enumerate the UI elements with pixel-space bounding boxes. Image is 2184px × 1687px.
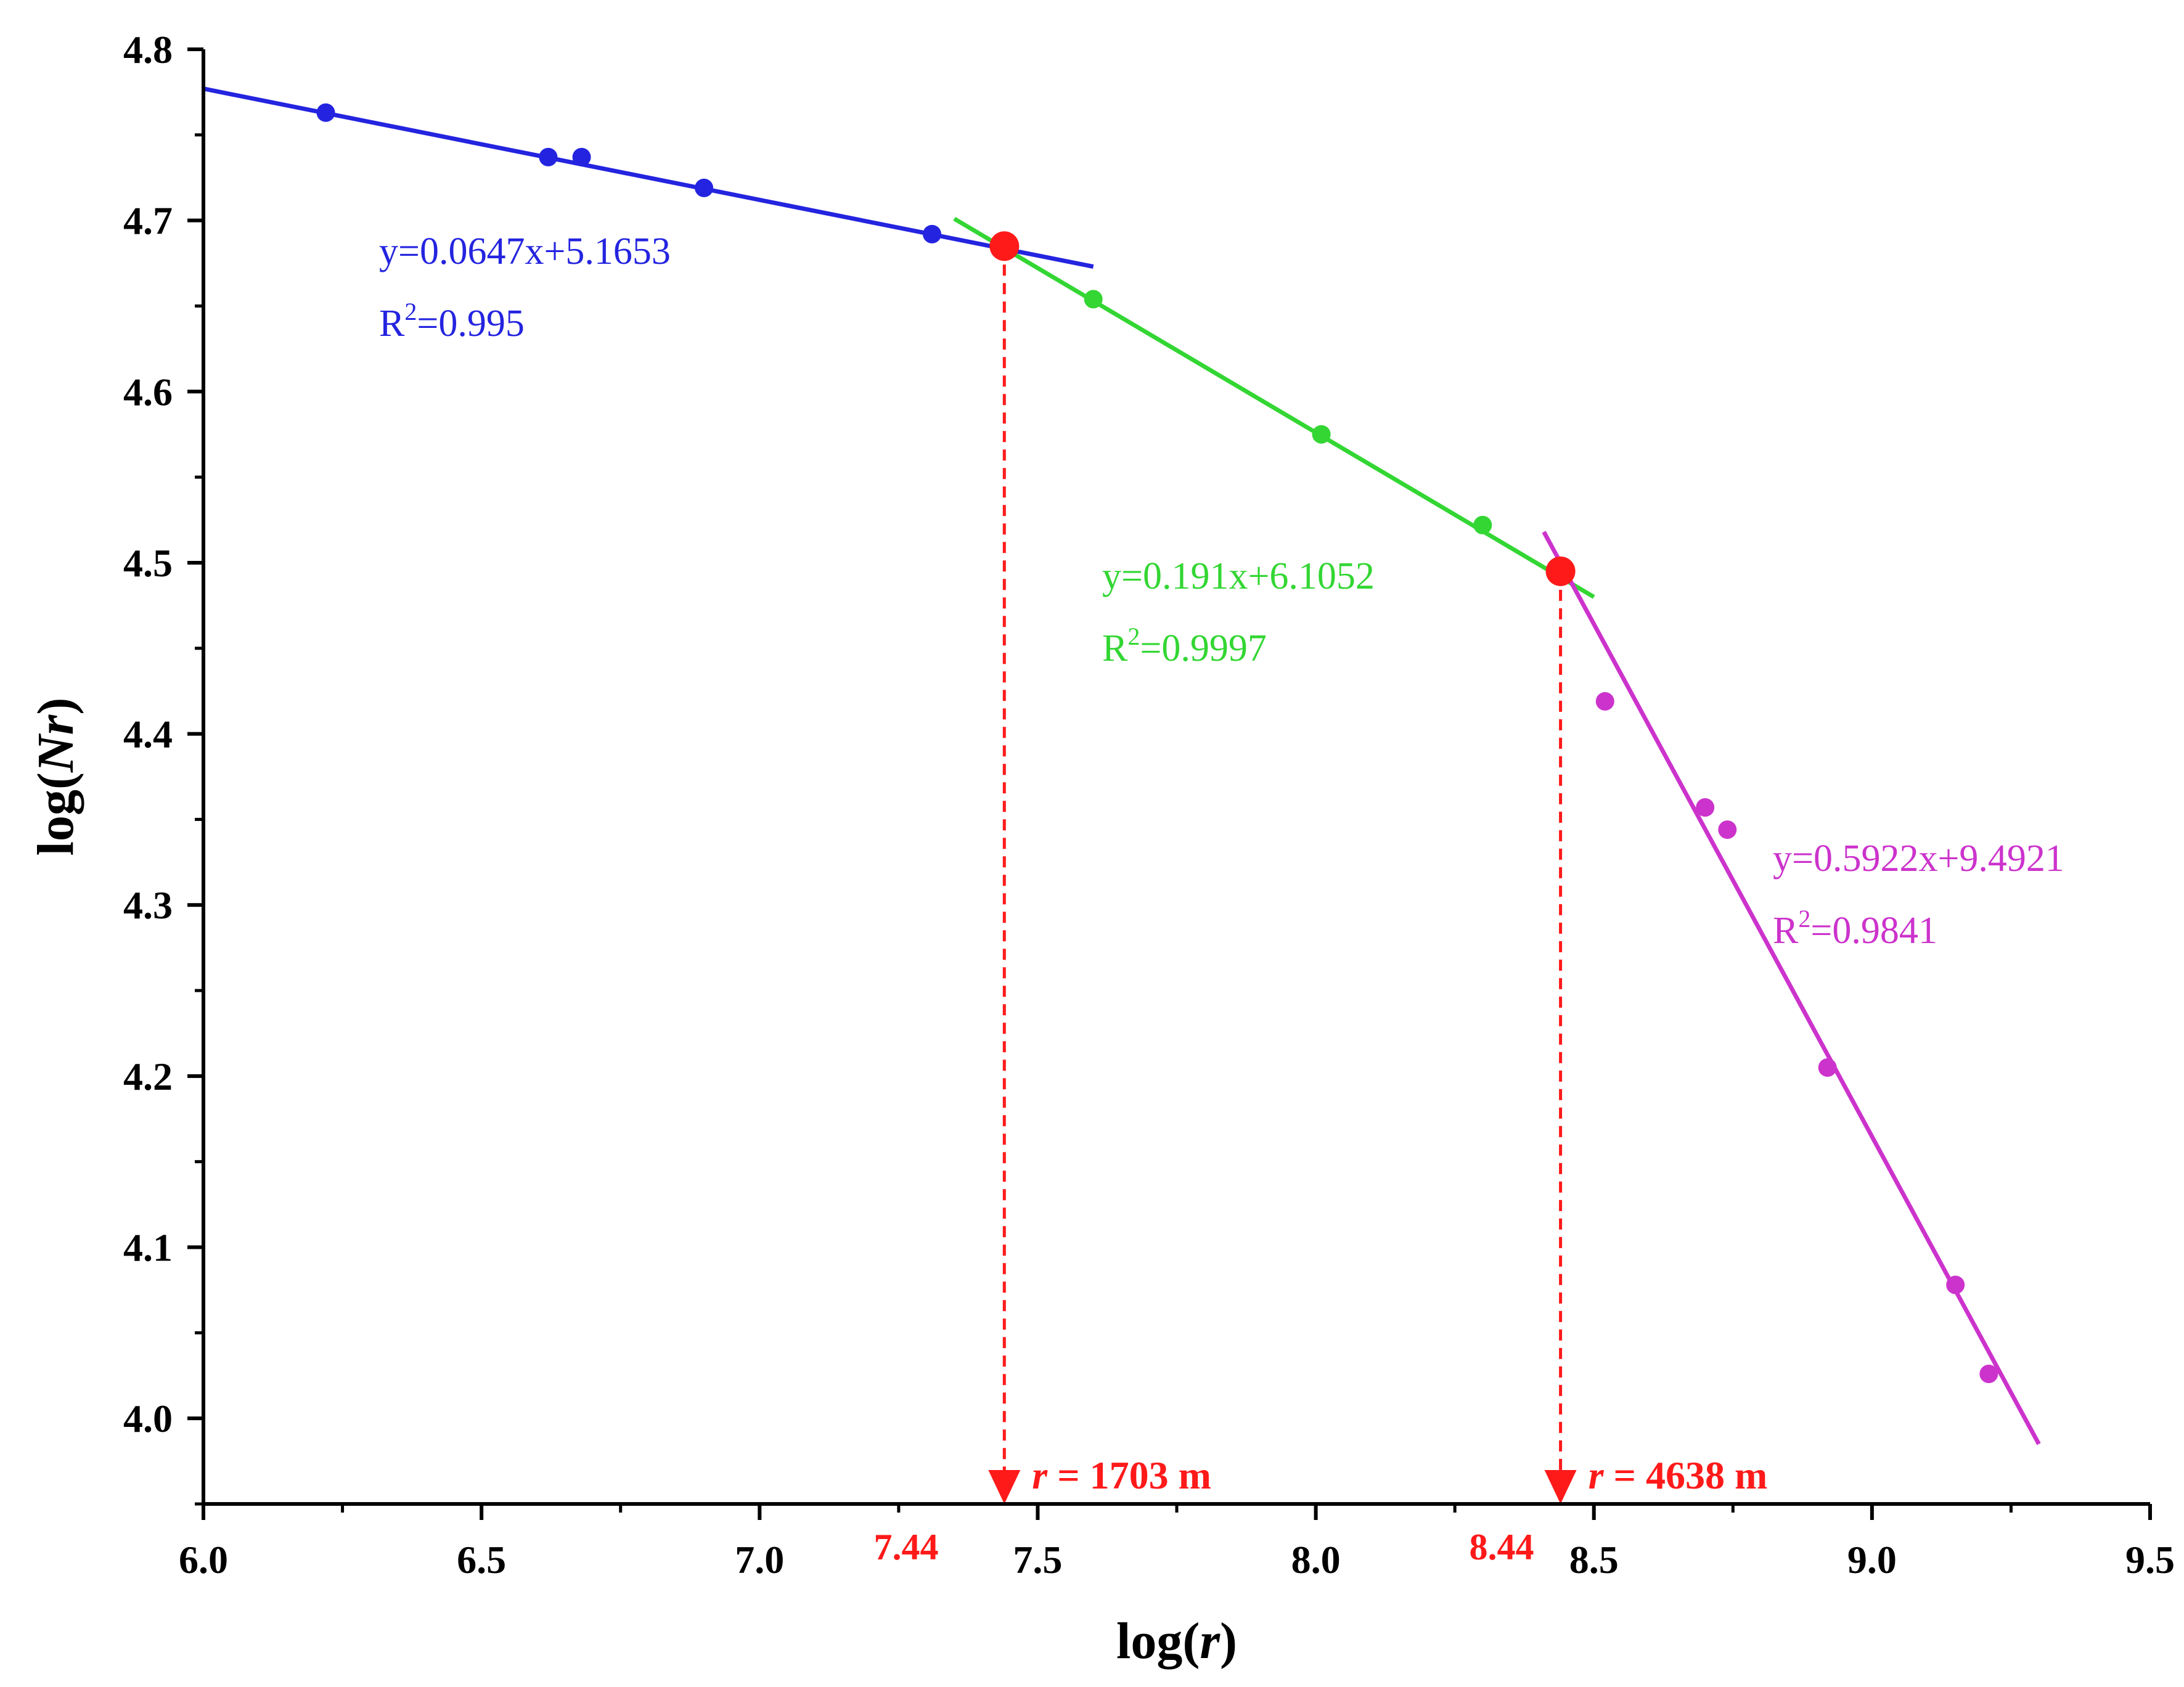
ticks [187, 47, 2152, 1520]
segment-3-equation: y=0.5922x+9.4921 [1773, 838, 2064, 880]
breakpoint-radius-label: r = 4638 m [1589, 1453, 1768, 1497]
x-tick-label: 8.5 [1569, 1538, 1619, 1582]
segment-2-r-squared: R2=0.9997 [1102, 623, 1267, 669]
y-tick-label: 4.8 [123, 28, 173, 71]
breakpoint-arrow [1544, 1470, 1577, 1504]
segment-3-point [1946, 1275, 1965, 1294]
segment-2-point [1084, 290, 1103, 309]
segment-3-point [1696, 798, 1715, 817]
fit-lines [203, 86, 2041, 1445]
x-tick-label: 6.5 [457, 1538, 506, 1582]
y-tick-label: 4.0 [123, 1397, 173, 1440]
segment-1-point [572, 147, 591, 166]
x-axis-title: log(r) [1116, 1612, 1237, 1670]
y-tick-label: 4.7 [123, 199, 173, 243]
breakpoint-arrow [988, 1470, 1021, 1504]
segment-2-equation: y=0.191x+6.1052 [1102, 555, 1375, 597]
data-points [316, 103, 1998, 1383]
y-tick-label: 4.2 [123, 1055, 173, 1098]
x-tick-label: 9.0 [1847, 1538, 1897, 1582]
breakpoint-marker [989, 231, 1020, 261]
labels: 6.0 6.5 7.0 7.5 8.0 8.5 9.0 9.5 4.0 4.1 4.2 4.3 4.4 4… [123, 28, 2175, 1582]
y-tick-label: 4.3 [123, 883, 173, 927]
segment-1-fit-line [203, 86, 1094, 269]
x-tick-label: 8.0 [1291, 1538, 1341, 1582]
segment-2-point [1473, 515, 1492, 534]
segment-1-point [316, 103, 335, 122]
x-tick-label: 9.5 [2125, 1538, 2175, 1582]
breakpoint-x-label: 8.44 [1470, 1527, 1534, 1567]
y-axis-title: log(Nr) [27, 698, 84, 856]
segment-3-point [1979, 1364, 1998, 1383]
y-tick-label: 4.4 [123, 713, 173, 756]
y-tick-label: 4.1 [123, 1226, 173, 1270]
segment-3-fit-line [1542, 531, 2041, 1445]
segment-3-point [1595, 692, 1614, 711]
segment-3-r-squared: R2=0.9841 [1773, 905, 1937, 952]
segment-1-point [922, 224, 941, 243]
x-tick-label: 7.5 [1013, 1538, 1062, 1582]
segment-2-point [1312, 425, 1331, 444]
segment-2-fit-line [953, 216, 1595, 599]
x-tick-label: 7.0 [735, 1538, 784, 1582]
breakpoint-marker [1545, 556, 1576, 586]
segment-3-point [1718, 820, 1737, 839]
breakpoint-guides [988, 246, 1577, 1504]
x-tick-label: 6.0 [179, 1538, 228, 1582]
y-tick-label: 4.5 [123, 541, 173, 585]
breakpoint-radius-label: r = 1703 m [1032, 1453, 1211, 1497]
segment-1-point [695, 178, 714, 197]
segment-1-r-squared: R2=0.995 [379, 298, 525, 345]
y-tick-label: 4.6 [123, 370, 173, 414]
segment-1-equation: y=0.0647x+5.1653 [379, 231, 671, 272]
segment-3-point [1818, 1058, 1837, 1077]
segment-1-point [539, 147, 558, 166]
breakpoint-x-label: 7.44 [874, 1527, 939, 1567]
